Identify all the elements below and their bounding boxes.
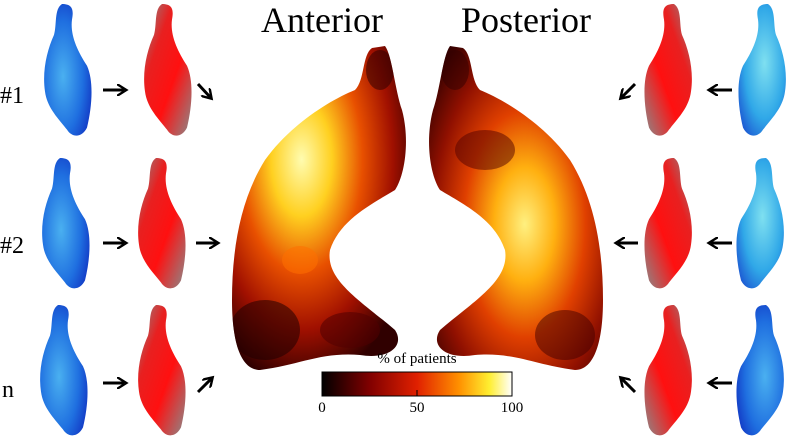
title-posterior: Posterior xyxy=(461,0,591,40)
colorbar-tick-label: 100 xyxy=(501,400,524,416)
colorbar-tick-label: 50 xyxy=(410,400,425,416)
posterior-map xyxy=(429,46,603,370)
anterior-map xyxy=(232,46,406,370)
colorbar-tick-label: 0 xyxy=(318,400,326,416)
row-label: #2 xyxy=(0,233,24,259)
title-anterior: Anterior xyxy=(261,0,383,40)
arrows xyxy=(103,82,732,394)
right-maps xyxy=(644,4,786,436)
left-maps xyxy=(40,4,192,436)
colorbar-label: % of patients xyxy=(377,351,456,367)
colorbar-ticks: 0 50 100 xyxy=(318,390,523,416)
row-label: n xyxy=(2,377,14,403)
row-label: #1 xyxy=(0,83,24,109)
